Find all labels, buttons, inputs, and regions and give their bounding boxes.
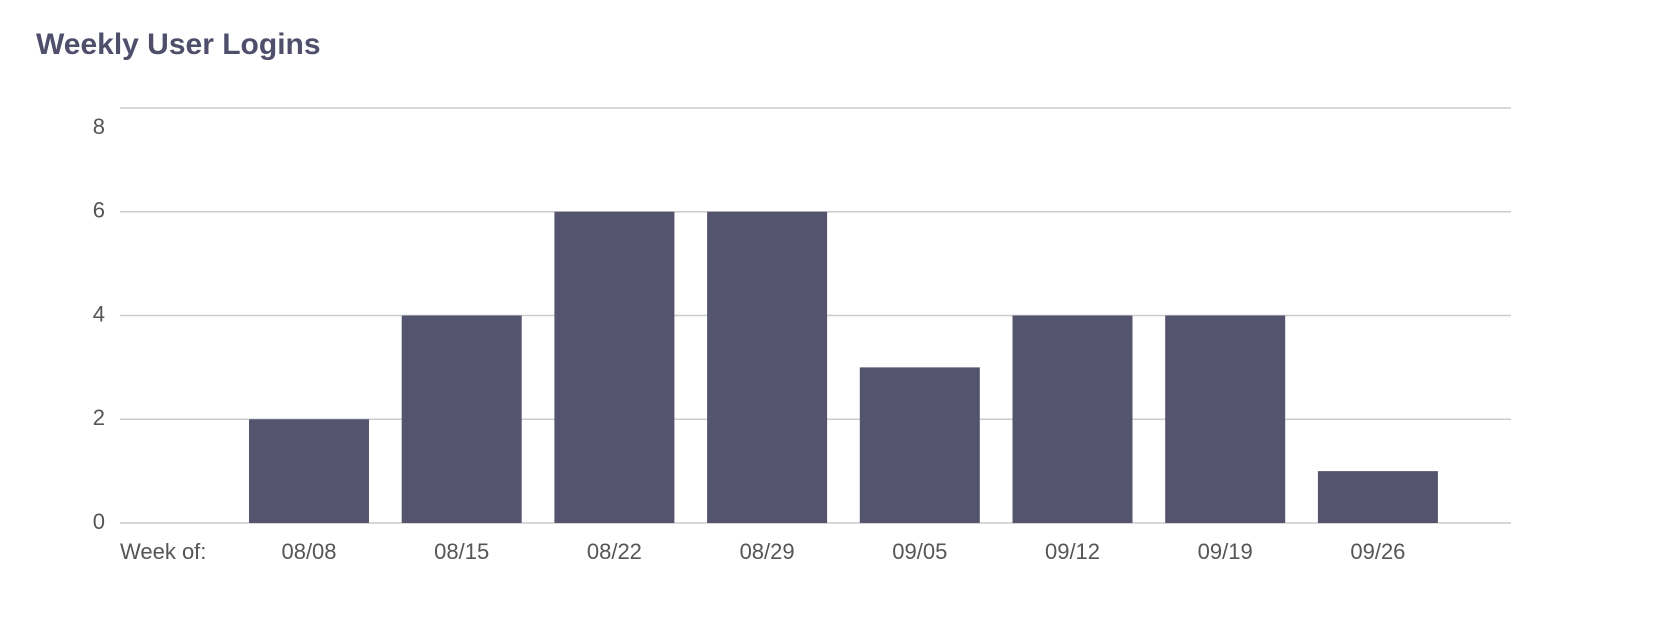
x-tick-label: 08/08 — [281, 539, 336, 564]
bar — [401, 315, 522, 523]
chart-title: Weekly User Logins — [36, 28, 321, 61]
x-tick-label: 08/22 — [587, 539, 642, 564]
bar — [554, 211, 675, 523]
bar — [707, 211, 828, 523]
x-axis-label: Week of: — [120, 539, 206, 564]
bar — [1165, 315, 1286, 523]
y-tick-label: 8 — [93, 114, 105, 139]
x-tick-label: 09/12 — [1045, 539, 1100, 564]
y-tick-label: 4 — [93, 301, 105, 326]
y-tick-label: 0 — [93, 509, 105, 534]
bar — [1317, 471, 1438, 523]
bar — [1012, 315, 1133, 523]
bar — [859, 367, 980, 523]
x-tick-label: 08/15 — [434, 539, 489, 564]
x-tick-label: 08/29 — [740, 539, 795, 564]
x-tick-label: 09/19 — [1198, 539, 1253, 564]
y-tick-label: 2 — [93, 405, 105, 430]
y-tick-label: 6 — [93, 198, 105, 223]
x-tick-label: 09/26 — [1350, 539, 1405, 564]
x-tick-label: 09/05 — [892, 539, 947, 564]
bar — [249, 419, 369, 523]
